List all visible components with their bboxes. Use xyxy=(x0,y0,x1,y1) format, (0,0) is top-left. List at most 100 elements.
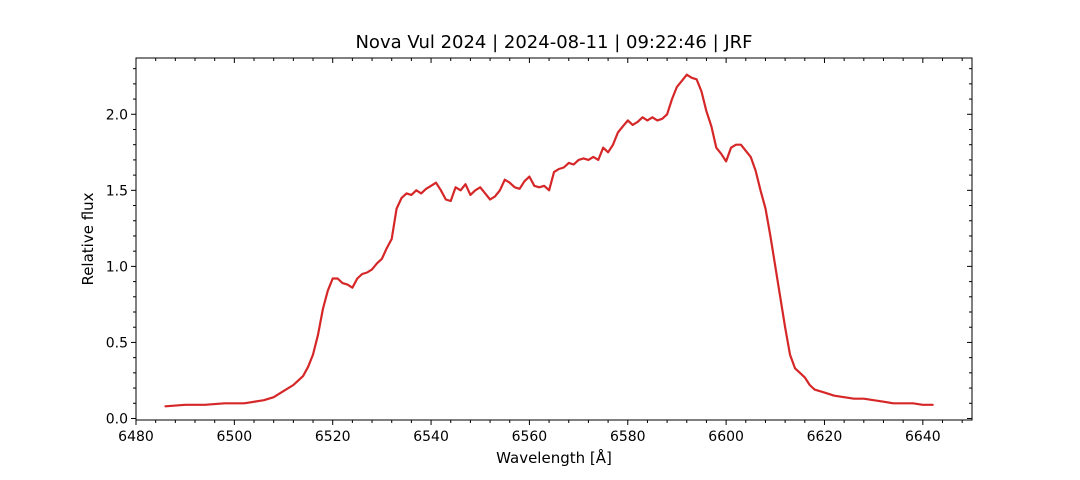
spectrum-point xyxy=(401,197,403,199)
spectrum-point xyxy=(814,389,816,391)
spectrum-point xyxy=(843,396,845,398)
spectrum-point xyxy=(735,144,737,146)
spectrum-point xyxy=(632,124,634,126)
x-axis-ticks: 6480 6500 6520 6540 6560 6580 6600 6620 6640 xyxy=(118,58,963,445)
x-tick-label: 6520 xyxy=(315,429,351,445)
spectrum-point xyxy=(824,392,826,394)
spectrum-point xyxy=(224,402,226,404)
spectrum-point xyxy=(863,398,865,400)
spectrum-point xyxy=(666,113,668,115)
spectrum-point xyxy=(538,186,540,188)
spectrum-point xyxy=(809,384,811,386)
spectrum-point xyxy=(725,160,727,162)
spectrum-point xyxy=(474,189,476,191)
y-tick-label: 2.0 xyxy=(106,107,128,123)
spectrum-point xyxy=(543,185,545,187)
spectrum-point xyxy=(922,404,924,406)
spectrum-point xyxy=(519,188,521,190)
spectrum-point xyxy=(371,268,373,270)
spectrum-point xyxy=(317,334,319,336)
spectrum-point xyxy=(165,405,167,407)
spectrum-point xyxy=(514,186,516,188)
spectrum-point xyxy=(720,153,722,155)
y-tick-label: 1.5 xyxy=(106,183,128,199)
spectrum-point xyxy=(553,171,555,173)
spectrum-point xyxy=(356,278,358,280)
spectrum-point xyxy=(548,189,550,191)
spectrum-point xyxy=(494,195,496,197)
spectrum-point xyxy=(337,278,339,280)
spectrum-point xyxy=(504,179,506,181)
spectrum-point xyxy=(833,395,835,397)
spectrum-point xyxy=(184,404,186,406)
spectrum-point xyxy=(528,176,530,178)
spectrum-point xyxy=(440,189,442,191)
spectrum-point xyxy=(263,399,265,401)
spectrum-point xyxy=(204,404,206,406)
x-tick-label: 6640 xyxy=(905,429,941,445)
spectrum-point xyxy=(465,183,467,185)
spectrum-point xyxy=(651,116,653,118)
spectrum-point xyxy=(622,125,624,127)
spectrum-point xyxy=(656,119,658,121)
spectrum-point xyxy=(932,404,934,406)
spectrum-point xyxy=(760,189,762,191)
spectrum-point xyxy=(292,384,294,386)
spectrum-point xyxy=(578,159,580,161)
spectrum-point xyxy=(671,98,673,100)
spectrum-point xyxy=(661,118,663,120)
spectrum-point xyxy=(642,116,644,118)
x-tick-label: 6620 xyxy=(807,429,843,445)
spectrum-point xyxy=(710,125,712,127)
spectrum-point xyxy=(484,192,486,194)
spectrum-point xyxy=(351,287,353,289)
spectrum-point xyxy=(592,156,594,158)
spectrum-point xyxy=(460,189,462,191)
y-tick-label: 0.5 xyxy=(106,335,128,351)
spectrum-point xyxy=(730,147,732,149)
spectrum-point xyxy=(342,282,344,284)
spectrum-point xyxy=(558,168,560,170)
spectrum-point xyxy=(715,147,717,149)
y-axis-label: Relative flux xyxy=(79,192,97,285)
spectrum-point xyxy=(883,401,885,403)
spectrum-point xyxy=(420,192,422,194)
x-tick-label: 6600 xyxy=(708,429,744,445)
spectrum-point xyxy=(602,147,604,149)
spectrum-point xyxy=(425,188,427,190)
spectrum-point xyxy=(853,398,855,400)
spectrum-point xyxy=(509,182,511,184)
spectrum-point xyxy=(450,200,452,202)
spectrum-point xyxy=(386,247,388,249)
spectrum-point xyxy=(347,284,349,286)
x-tick-label: 6480 xyxy=(118,429,154,445)
spectrum-point xyxy=(327,290,329,292)
y-tick-label: 0.0 xyxy=(106,411,128,427)
spectrum-point xyxy=(740,144,742,146)
spectrum-point xyxy=(391,238,393,240)
spectrum-point xyxy=(774,265,776,267)
spectrum-point xyxy=(243,402,245,404)
spectrum-point xyxy=(784,326,786,328)
spectrum-point xyxy=(273,396,275,398)
spectrum-point xyxy=(469,194,471,196)
spectrum-point xyxy=(322,308,324,310)
spectrum-point xyxy=(573,164,575,166)
spectrum-point xyxy=(681,80,683,82)
spectrum-point xyxy=(750,156,752,158)
spectrum-point xyxy=(302,375,304,377)
spectrum-point xyxy=(489,199,491,201)
spectrum-point xyxy=(366,272,368,274)
plot-frame xyxy=(135,57,973,421)
spectrum-point xyxy=(705,110,707,112)
spectrum-point xyxy=(332,278,334,280)
spectrum-point xyxy=(637,121,639,123)
spectrum-point xyxy=(415,189,417,191)
spectrum-point xyxy=(789,354,791,356)
spectrum-point xyxy=(627,119,629,121)
spectrum-point xyxy=(361,273,363,275)
spectrum-point xyxy=(696,78,698,80)
spectrum-point xyxy=(612,144,614,146)
